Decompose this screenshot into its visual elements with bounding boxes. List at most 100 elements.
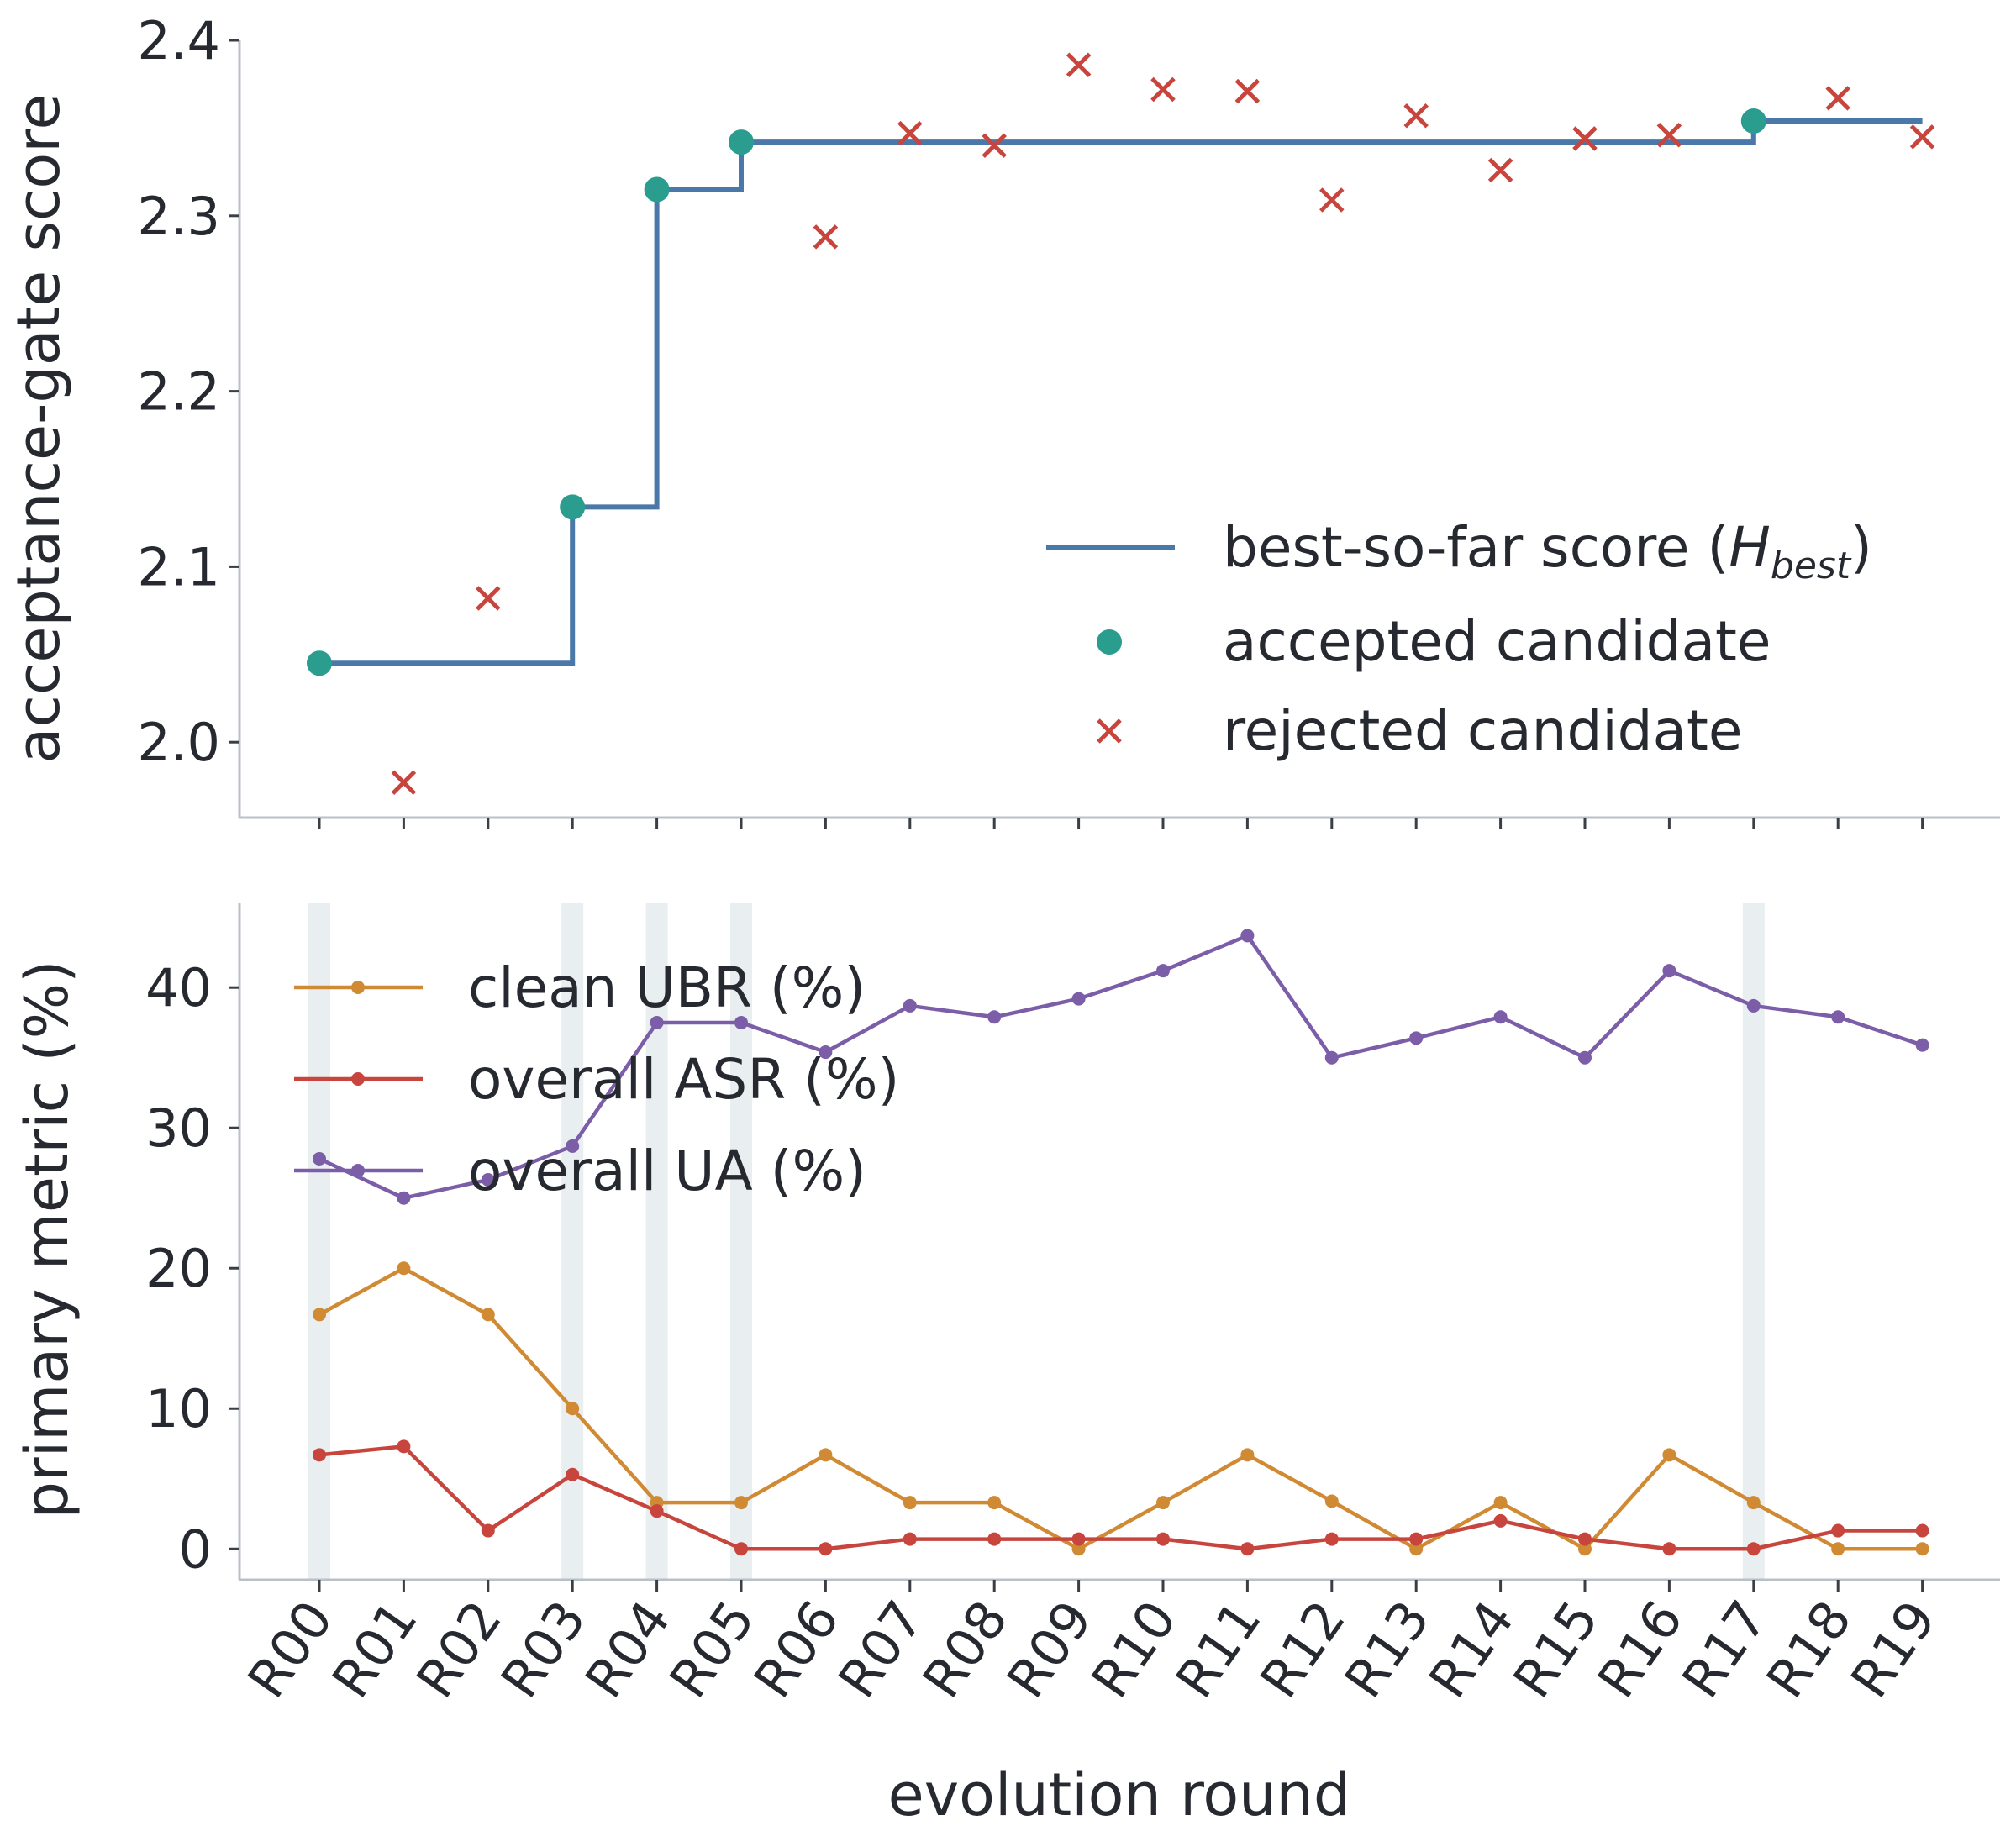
score-x-ticks	[318, 818, 1924, 829]
rejected-candidate-point	[1909, 124, 1935, 150]
metric-y-tick-label: 10	[145, 1378, 212, 1439]
legend-asr-label: overall ASR (%)	[468, 1047, 899, 1112]
score-plot-area	[307, 52, 1935, 796]
score-y-tick-label: 2.3	[137, 186, 220, 247]
asr-series-point	[481, 1523, 495, 1538]
x-tick-label: R00	[236, 1590, 345, 1709]
x-tick-label: R13	[1333, 1590, 1442, 1709]
ubr-series-point	[1831, 1542, 1845, 1556]
x-tick-label: R04	[573, 1590, 682, 1709]
ua-series-point	[1156, 964, 1170, 978]
rejected-candidate-point	[897, 120, 923, 146]
asr-series-line	[318, 1444, 1923, 1551]
ubr-series-point	[1324, 1494, 1339, 1508]
ua-series-point	[481, 1173, 495, 1187]
legend-ua-label: overall UA (%)	[468, 1139, 866, 1203]
ua-series-point	[397, 1191, 411, 1205]
ubr-series-point	[481, 1308, 495, 1322]
x-tick-label: R01	[320, 1590, 429, 1709]
x-tick-label: R03	[489, 1590, 598, 1709]
ua-series-point	[1915, 1038, 1929, 1052]
metric-y-tick-label: 20	[145, 1238, 212, 1299]
ubr-series-point	[734, 1496, 748, 1510]
accepted-round-highlight-band	[1742, 903, 1765, 1580]
ua-series-point	[313, 1151, 326, 1166]
score-y-tick-label: 2.0	[137, 712, 220, 773]
asr-series-point	[1746, 1542, 1761, 1556]
asr-series-point	[1915, 1523, 1929, 1538]
legend-best-text: best-so-far score (	[1223, 515, 1729, 580]
x-tick-label: R18	[1755, 1590, 1864, 1709]
metric-legend: clean UBR (%) overall ASR (%) overall UA (…	[294, 955, 899, 1203]
x-tick-label: R08	[911, 1590, 1020, 1709]
accepted-round-highlight-band	[561, 903, 584, 1580]
legend-rejected-label: rejected candidate	[1223, 698, 1743, 763]
ubr-series-point	[1662, 1448, 1676, 1462]
legend-rejected-x-mark-stroke-b	[1097, 718, 1122, 744]
ua-series-point	[1662, 964, 1676, 978]
rejected-candidate-point	[1825, 86, 1850, 111]
asr-series-point	[1324, 1532, 1339, 1546]
rejected-candidate-point-stroke-b	[897, 120, 923, 146]
ubr-series-line	[318, 1266, 1923, 1551]
asr-series-point	[1409, 1532, 1424, 1546]
rejected-candidate-point	[391, 770, 417, 796]
legend-rejected-x-mark	[1097, 718, 1122, 744]
score-y-tick-label: 2.4	[137, 10, 220, 71]
x-tick-label: R07	[826, 1590, 935, 1709]
rejected-candidate-point	[982, 133, 1007, 159]
ubr-series-point	[1493, 1496, 1508, 1510]
metric-y-tick-label: 40	[145, 957, 212, 1018]
legend-accepted-label: accepted candidate	[1223, 609, 1771, 674]
rejected-candidate-point-stroke-b	[1066, 52, 1092, 78]
legend-accepted-dot-swatch	[1097, 629, 1122, 655]
ubr-series-point	[1240, 1448, 1255, 1462]
ubr-series-point	[987, 1496, 1002, 1510]
rejected-candidate-point-stroke-b	[1487, 157, 1513, 183]
x-tick-label: R12	[1248, 1590, 1357, 1709]
rejected-candidate-point-stroke-b	[813, 224, 839, 250]
asr-series-point	[1156, 1532, 1170, 1546]
rejected-candidate-point-stroke-b	[1403, 103, 1429, 129]
rejected-candidate-point	[1066, 52, 1092, 78]
x-axis-title: evolution round	[888, 1760, 1351, 1829]
x-tick-label: R06	[742, 1590, 851, 1709]
asr-series-point	[1240, 1542, 1255, 1556]
ubr-series-point	[1915, 1542, 1929, 1556]
metric-y-tick-label: 0	[179, 1518, 212, 1580]
rejected-candidate-point-stroke-b	[1909, 124, 1935, 150]
ubr-series-point	[1156, 1496, 1170, 1510]
asr-series-point	[397, 1439, 411, 1454]
score-y-ticks: 2.0 2.1 2.2 2.3 2.4	[137, 10, 239, 773]
ua-series-point	[1071, 992, 1086, 1006]
ubr-series-point	[1071, 1542, 1086, 1556]
metric-panel: 0 10 20 30 40 R00R01R02R03R04R05R06R07R08R09…	[13, 903, 2000, 1829]
ua-series-point	[1324, 1050, 1339, 1065]
rejected-candidate-point-stroke-b	[1656, 122, 1682, 148]
x-tick-label: R15	[1502, 1590, 1611, 1709]
rejected-candidate-point	[1487, 157, 1513, 183]
x-tick-label: R09	[995, 1590, 1104, 1709]
ubr-series-point	[566, 1402, 580, 1416]
rejected-candidate-point	[1656, 122, 1682, 148]
ua-series-point	[819, 1045, 833, 1060]
asr-series-point	[1071, 1532, 1086, 1546]
x-tick-label: R17	[1670, 1590, 1779, 1709]
ua-series-point	[1746, 998, 1761, 1013]
rejected-candidate-point-stroke-b	[476, 586, 501, 611]
ubr-series-point	[1746, 1496, 1761, 1510]
best-so-far-step-line	[319, 118, 1923, 666]
legend-best-suffix: )	[1850, 515, 1872, 580]
asr-series-point	[819, 1542, 833, 1556]
asr-series-point	[734, 1542, 748, 1556]
metric-y-axis-title: primary metric (%)	[13, 960, 82, 1519]
accepted-candidate-point	[729, 129, 754, 155]
legend-rejected-x-swatch	[1097, 718, 1122, 744]
rejected-candidate-point	[1403, 103, 1429, 129]
rejected-candidate-point	[1572, 126, 1598, 151]
metric-y-tick-label: 30	[145, 1097, 212, 1159]
legend-asr-point-swatch	[351, 1072, 365, 1086]
rejected-candidate-point	[1234, 78, 1261, 104]
ua-series-point	[1578, 1050, 1592, 1065]
